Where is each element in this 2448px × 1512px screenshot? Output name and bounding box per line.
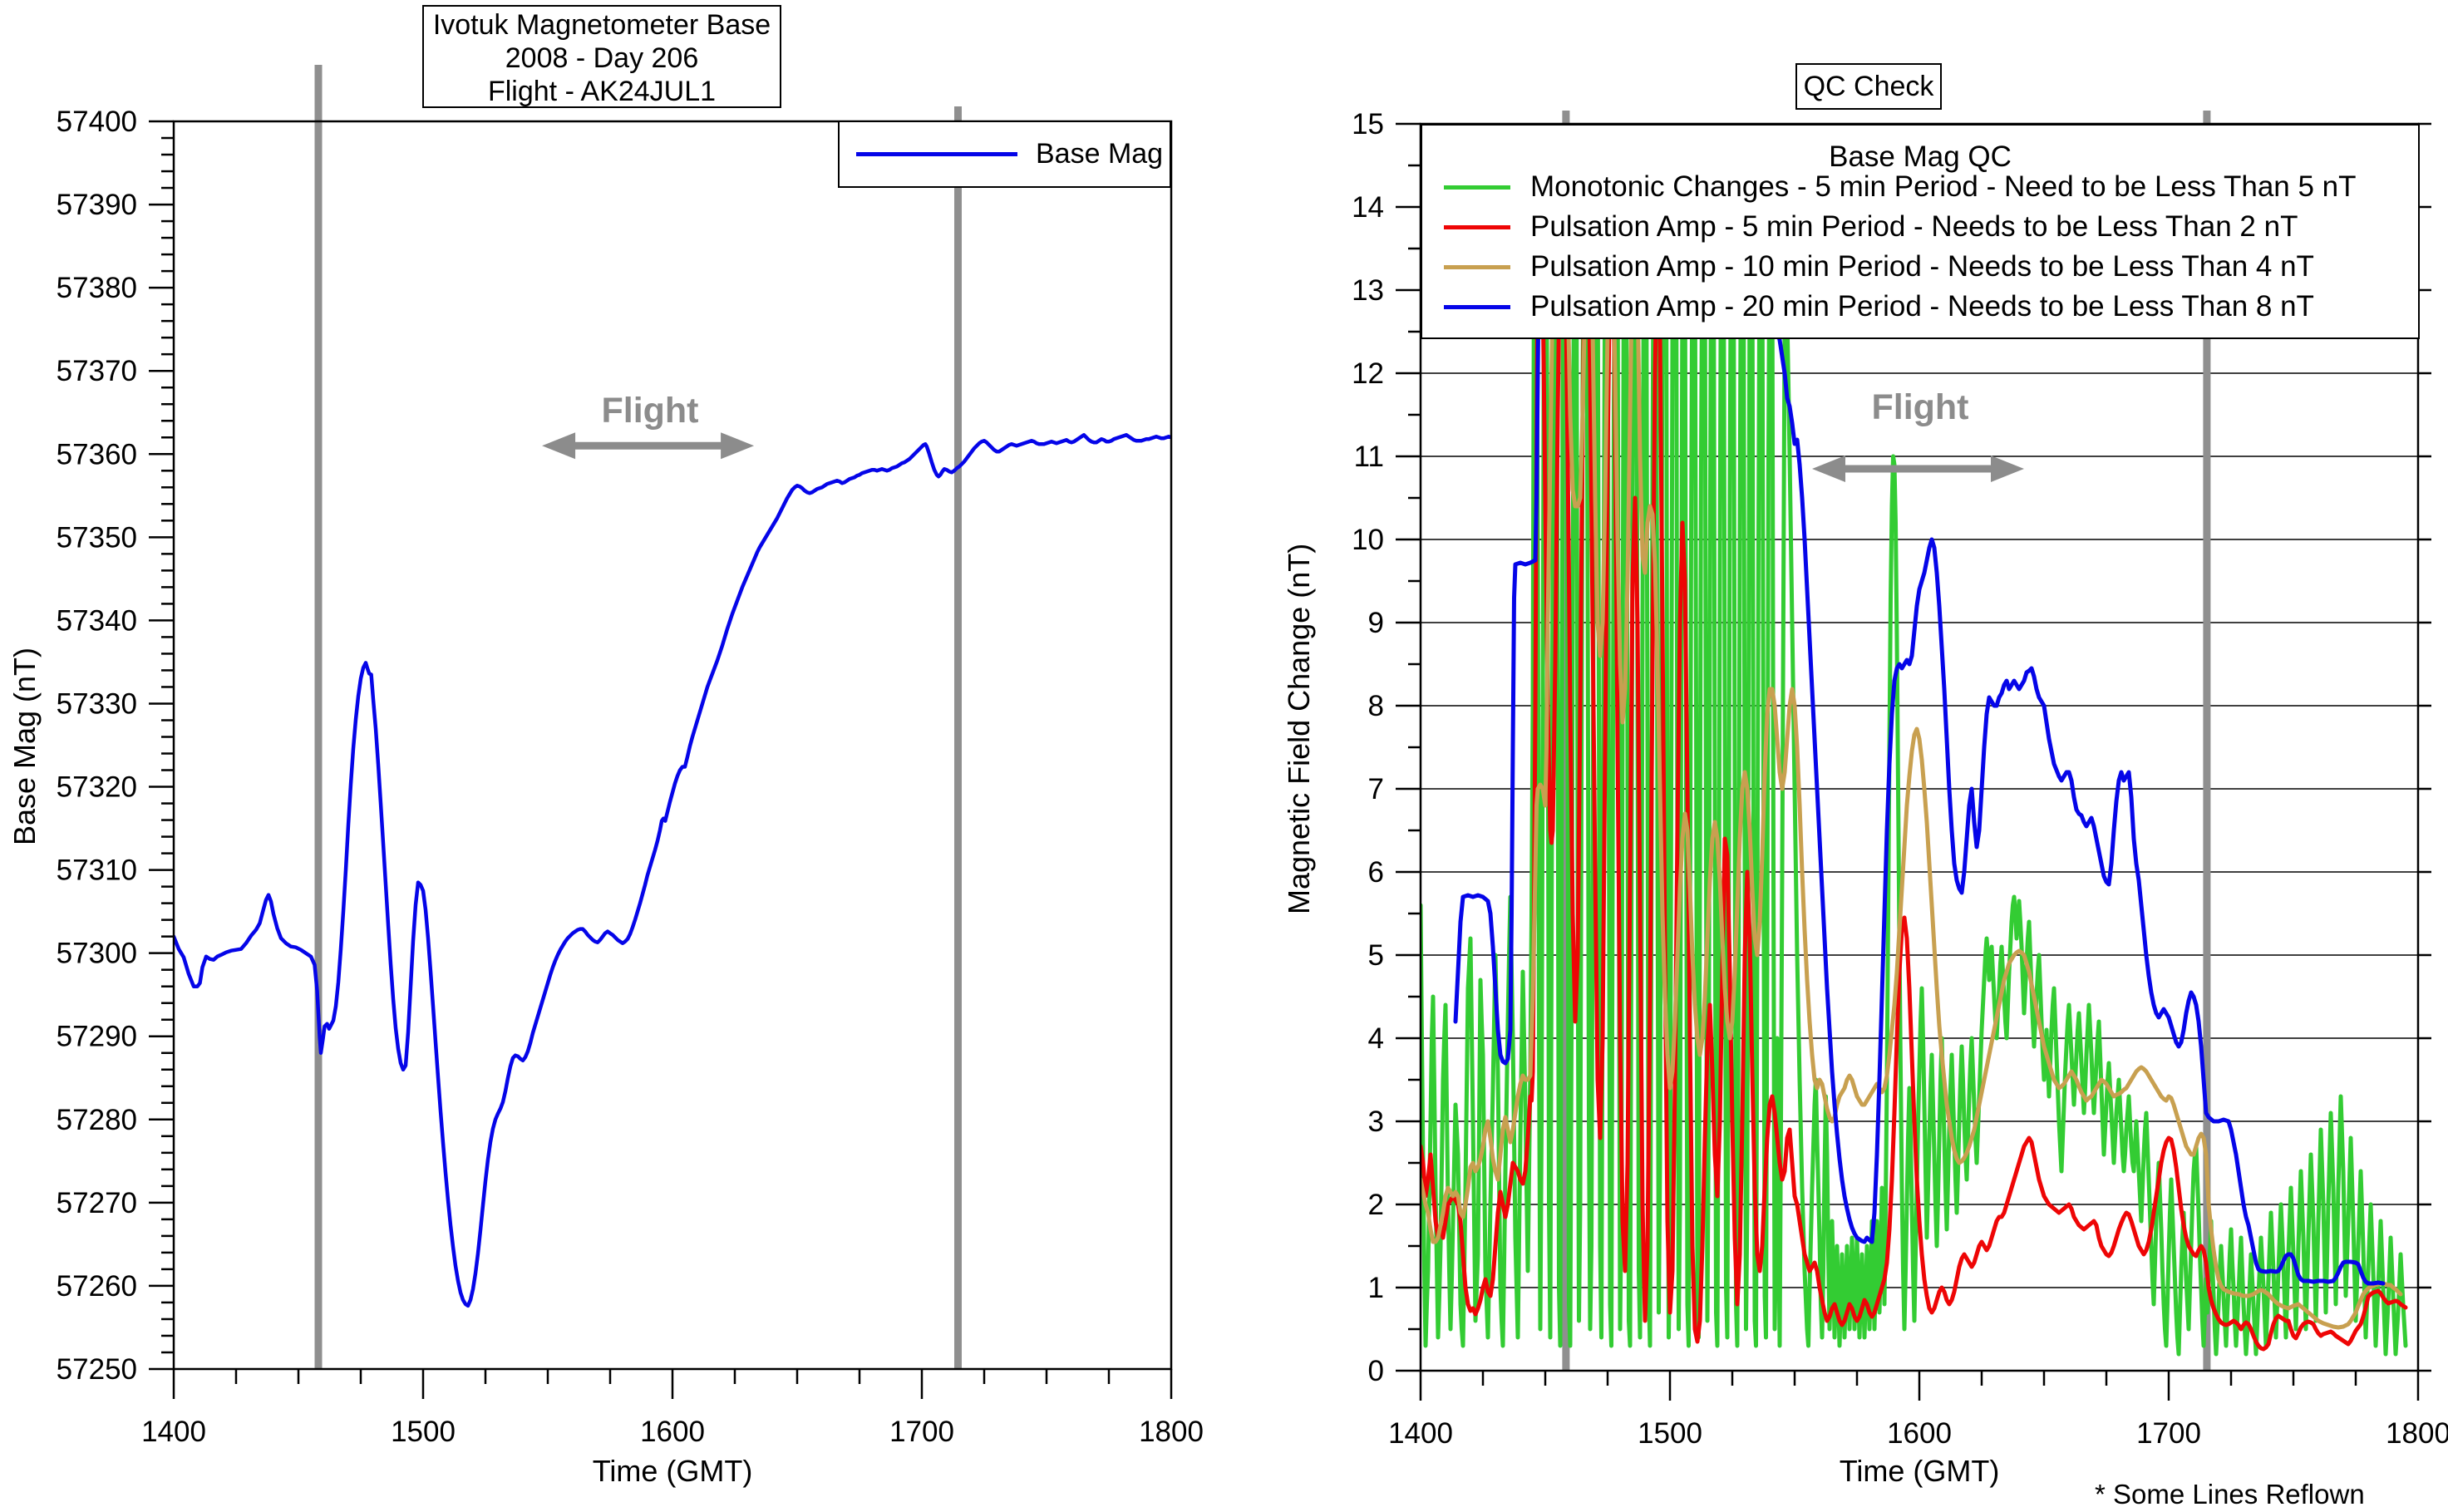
flight-arrow-head-left xyxy=(542,432,576,460)
y-tick-label: 11 xyxy=(1354,441,1384,473)
y-tick-label: 57320 xyxy=(57,771,137,804)
plot-frame xyxy=(172,120,1173,1371)
pulsation-10-legend-label: Pulsation Amp - 10 min Period - Needs to… xyxy=(1530,250,2314,283)
pulsation-5-legend-label: Pulsation Amp - 5 min Period - Needs to … xyxy=(1530,210,2298,243)
x-tick-label: 1400 xyxy=(1388,1417,1453,1450)
y-tick-label: 2 xyxy=(1368,1189,1384,1221)
y-tick-label: 57250 xyxy=(57,1353,137,1386)
y-tick-label: 57400 xyxy=(57,106,137,138)
y-tick-label: 57260 xyxy=(57,1270,137,1303)
y-tick-label: 57390 xyxy=(57,189,137,221)
reflown-footnote: * Some Lines Reflown xyxy=(2095,1479,2365,1510)
y-tick-label: 14 xyxy=(1352,191,1384,224)
pulsation-20-legend-line xyxy=(1444,304,1510,309)
left-title-box: Ivotuk Magnetometer Base 2008 - Day 206 … xyxy=(422,5,781,108)
left-chart: 1400 1500 1600 1700 1800 57250 57260 57270 57280… xyxy=(57,65,1204,1448)
y-tick-label: 57290 xyxy=(57,1021,137,1053)
y-tick-label: 7 xyxy=(1368,773,1384,805)
series-group xyxy=(174,433,1171,1308)
x-tick-label: 1400 xyxy=(141,1416,206,1448)
pulsation-10-legend-line xyxy=(1444,264,1510,269)
legend-row-monotonic: Monotonic Changes - 5 min Period - Need … xyxy=(1422,170,2357,203)
y-tick-label: 10 xyxy=(1352,524,1384,556)
y-tick-label: 57330 xyxy=(57,687,137,720)
y-tick-label: 3 xyxy=(1368,1106,1384,1138)
right-flight-label: Flight xyxy=(1871,387,1969,427)
series-line-base-mag xyxy=(174,433,1171,1308)
y-tick-label: 5 xyxy=(1368,939,1384,972)
y-tick-label: 57300 xyxy=(57,938,137,970)
y-tick-label: 57360 xyxy=(57,438,137,470)
right-x-axis-title: Time (GMT) xyxy=(1839,1454,2000,1488)
x-tick-label: 1800 xyxy=(1139,1416,1204,1448)
series-group xyxy=(1421,204,2408,1357)
right-legend-title: Base Mag QC xyxy=(1829,140,2012,173)
right-legend: Base Mag QC Monotonic Changes - 5 min Pe… xyxy=(1421,124,2420,339)
x-tick-label: 1500 xyxy=(1638,1417,1702,1450)
y-tick-label: 4 xyxy=(1368,1022,1384,1055)
base-mag-legend-label: Base Mag xyxy=(1036,138,1164,170)
flight-arrow-head-left xyxy=(1812,456,1845,482)
series-line-pulsation-amp-5-min-period-nee xyxy=(1421,213,2408,1352)
y-tick-label: 15 xyxy=(1352,108,1384,140)
left-y-axis-title: Base Mag (nT) xyxy=(7,647,42,846)
flight-arrow-head-right xyxy=(1991,456,2024,482)
x-tick-label: 1700 xyxy=(889,1416,954,1448)
x-tick-label: 1800 xyxy=(2386,1417,2448,1450)
left-title-line-2: 2008 - Day 206 xyxy=(505,42,699,74)
y-tick-label: 9 xyxy=(1368,607,1384,639)
x-tick-label: 1500 xyxy=(391,1416,456,1448)
legend-row-pulsation-5: Pulsation Amp - 5 min Period - Needs to … xyxy=(1422,210,2298,243)
monotonic-legend-line xyxy=(1444,185,1510,190)
left-title-line-1: Ivotuk Magnetometer Base xyxy=(432,9,771,41)
y-tick-label: 57270 xyxy=(57,1187,137,1219)
left-title-line-3: Flight - AK24JUL1 xyxy=(487,76,717,107)
y-tick-label: 57370 xyxy=(57,355,137,387)
base-mag-legend-line xyxy=(856,152,1017,156)
legend-row-pulsation-20: Pulsation Amp - 20 min Period - Needs to… xyxy=(1422,290,2314,323)
x-tick-label: 1600 xyxy=(1887,1417,1952,1450)
x-tick-label: 1600 xyxy=(640,1416,705,1448)
pulsation-5-legend-line xyxy=(1444,224,1510,229)
y-tick-label: 57380 xyxy=(57,272,137,304)
qc-check-title-box: QC Check xyxy=(1795,63,1942,110)
series-line-pulsation-amp-10-min-period-ne xyxy=(1421,213,2403,1330)
y-tick-label: 57280 xyxy=(57,1104,137,1136)
y-tick-label: 0 xyxy=(1368,1355,1384,1387)
left-flight-label: Flight xyxy=(601,391,699,431)
left-x-axis-title: Time (GMT) xyxy=(592,1454,753,1488)
flight-arrow-head-right xyxy=(721,432,755,460)
y-tick-label: 8 xyxy=(1368,690,1384,722)
y-tick-label: 1 xyxy=(1368,1272,1384,1304)
legend-row-pulsation-10: Pulsation Amp - 10 min Period - Needs to… xyxy=(1422,250,2314,283)
y-tick-label: 6 xyxy=(1368,856,1384,889)
y-tick-label: 57310 xyxy=(57,855,137,887)
y-tick-label: 12 xyxy=(1352,357,1384,390)
monotonic-legend-label: Monotonic Changes - 5 min Period - Need … xyxy=(1530,170,2357,203)
x-tick-label: 1700 xyxy=(2136,1417,2201,1450)
pulsation-20-legend-label: Pulsation Amp - 20 min Period - Needs to… xyxy=(1530,290,2314,323)
y-tick-label: 57350 xyxy=(57,521,137,554)
y-tick-label: 57340 xyxy=(57,604,137,637)
right-y-axis-title: Magnetic Field Change (nT) xyxy=(1282,543,1316,914)
y-tick-label: 13 xyxy=(1352,274,1384,307)
left-legend: Base Mag xyxy=(838,121,1171,188)
